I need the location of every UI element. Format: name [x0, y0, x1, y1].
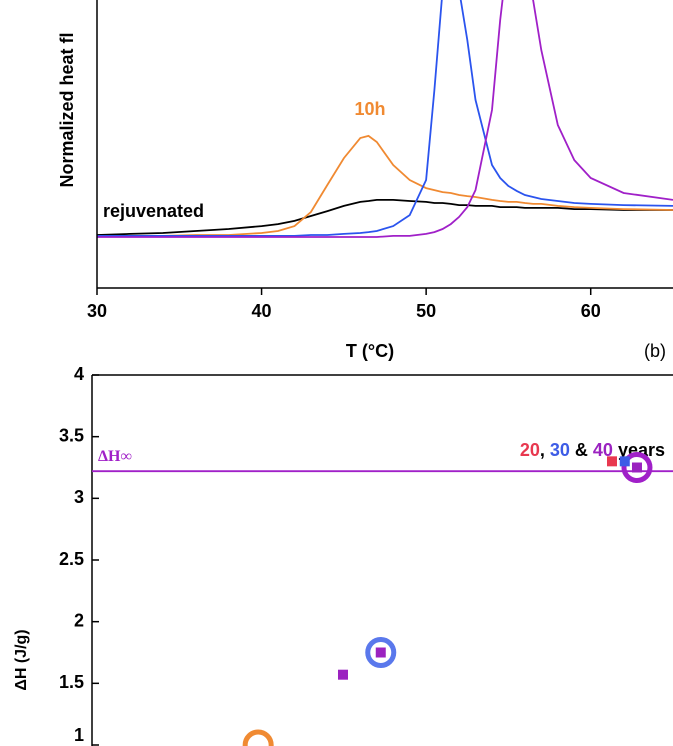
x-tick-label: 60: [581, 301, 601, 321]
y-tick-label: 3.5: [59, 425, 84, 445]
curve: [97, 199, 673, 236]
x-axis-title: T (°C): [346, 341, 394, 361]
legend-entry: 30: [550, 440, 570, 460]
y-tick-label: 2: [74, 610, 84, 630]
point: [606, 456, 617, 467]
legend-separator: years: [613, 440, 665, 460]
y-tick-label: 1: [74, 725, 84, 745]
x-tick-label: 40: [252, 301, 272, 321]
legend-entry: 20: [520, 440, 540, 460]
legend-separator: &: [570, 440, 593, 460]
series-label: rejuvenated: [103, 201, 204, 221]
point: [619, 456, 630, 467]
curve: [97, 0, 673, 238]
series-label: 10h: [354, 99, 385, 119]
point: [375, 647, 386, 658]
x-tick-label: 30: [87, 301, 107, 321]
legend: 20, 30 & 40 years: [520, 440, 665, 460]
y-axis-title: ΔH (J/g): [13, 629, 30, 690]
top-plot: [97, 0, 673, 238]
highlight-ring: [365, 637, 397, 668]
curve: [97, 134, 673, 237]
highlight-ring: [621, 452, 653, 483]
y-tick-label: 1.5: [59, 672, 84, 692]
y-tick-label: 2.5: [59, 549, 84, 569]
point: [337, 669, 348, 680]
curve: [97, 0, 673, 237]
reference-label: ΔH∞: [98, 448, 132, 465]
x-tick-label: 50: [416, 301, 436, 321]
legend-entry: 40: [593, 440, 613, 460]
legend-separator: ,: [540, 440, 550, 460]
panel-label: (b): [644, 341, 666, 361]
y-axis-title: Normalized heat fl: [57, 32, 77, 187]
point: [631, 462, 642, 473]
highlight-ring: [242, 729, 274, 746]
y-tick-label: 4: [74, 364, 84, 384]
y-tick-label: 3: [74, 487, 84, 507]
